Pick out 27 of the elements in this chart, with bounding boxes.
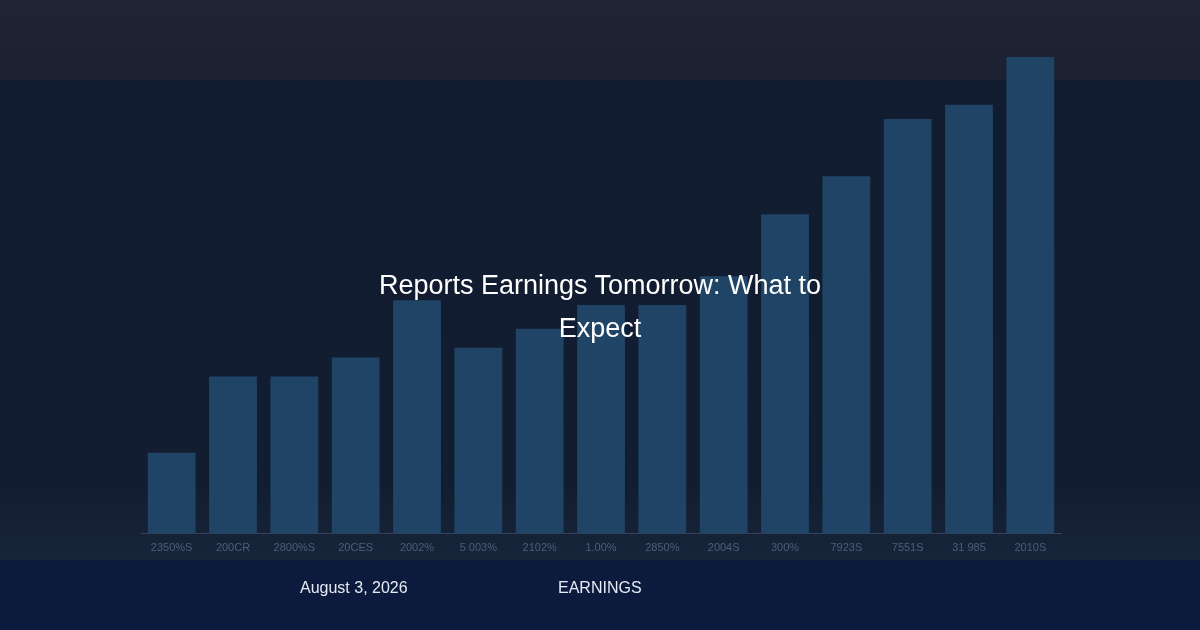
x-tick-label: 2102% (522, 541, 557, 554)
bar (331, 357, 380, 534)
bar (209, 376, 257, 534)
x-tick-label: 2010S (1014, 541, 1047, 554)
x-tick-label: 2004S (707, 541, 740, 554)
bar (393, 300, 441, 534)
x-tick-label: 2350%S (150, 541, 193, 554)
x-tick-label: 2800%S (273, 541, 316, 554)
text: Reports Earnings Tomorrow: What to Expect (377, 269, 823, 345)
x-tick-label: 7923S (830, 541, 863, 554)
bar (147, 452, 196, 534)
x-tick-label: 7551S (891, 541, 924, 554)
x-tick-label: 31 985 (952, 541, 986, 554)
bar (454, 347, 503, 534)
x-tick-label: 2002% (399, 541, 435, 554)
x-tick-label: 300% (770, 541, 800, 554)
text: EARNINGS (558, 579, 642, 597)
x-tick-label: 1.00% (585, 541, 617, 554)
x-tick-label: 2850% (645, 541, 680, 554)
x-tick-label: 200CR (215, 541, 251, 554)
bar (883, 118, 932, 534)
bar (945, 104, 993, 534)
x-tick-label: 20CES (338, 541, 374, 554)
text: August 3, 2026 (300, 579, 408, 597)
bar (270, 376, 319, 534)
bar (1006, 57, 1055, 534)
bar (822, 176, 871, 534)
